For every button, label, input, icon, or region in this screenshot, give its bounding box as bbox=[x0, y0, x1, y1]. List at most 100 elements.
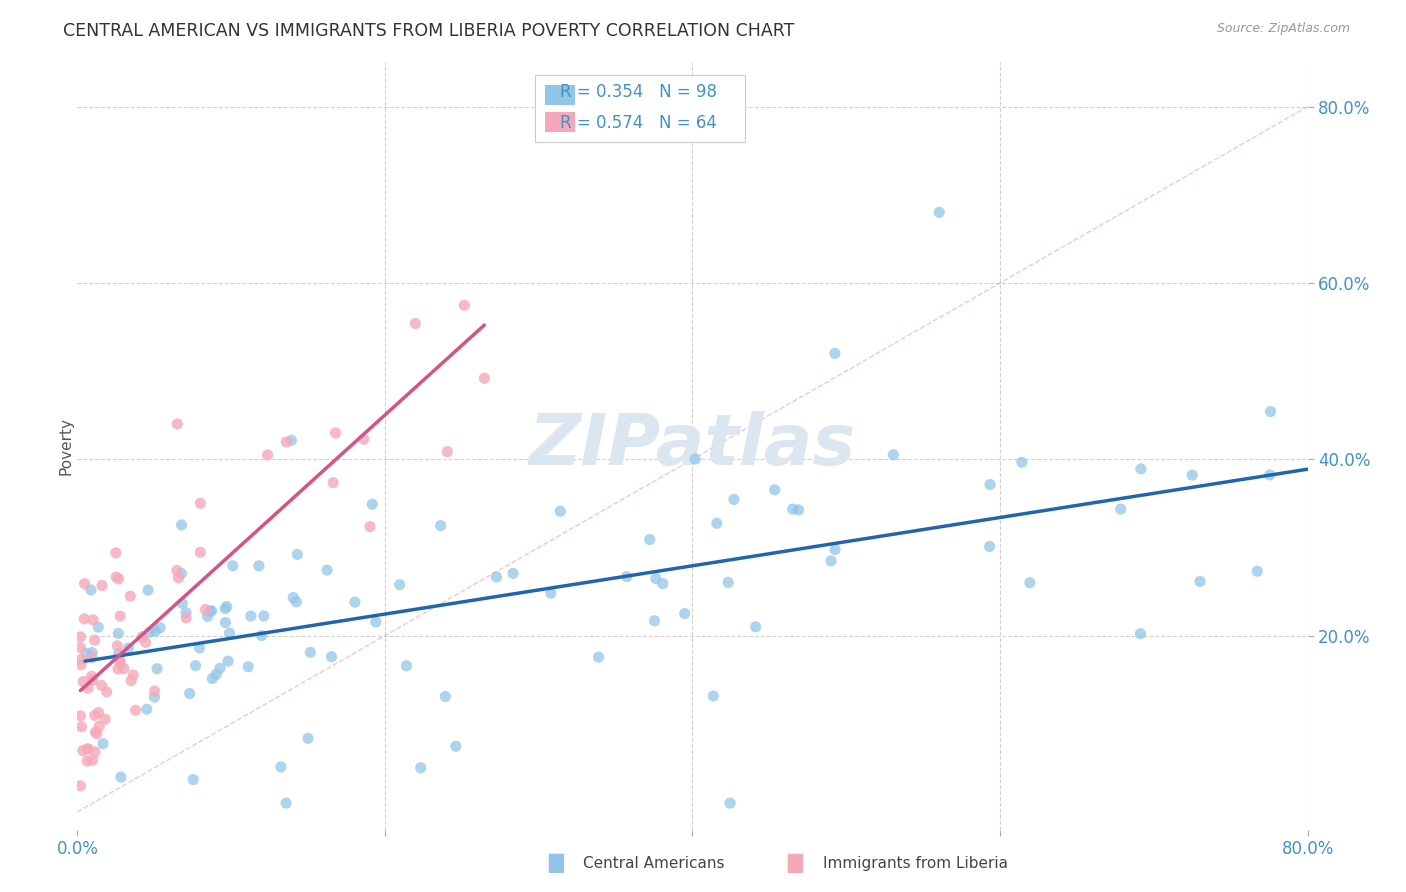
Legend:                             ,                             : , bbox=[534, 75, 745, 142]
Point bbox=[316, 563, 339, 577]
Point bbox=[96, 685, 118, 699]
Point bbox=[706, 516, 728, 531]
Point bbox=[77, 742, 100, 756]
Text: R = 0.354   N = 98: R = 0.354 N = 98 bbox=[560, 83, 717, 101]
Point bbox=[86, 726, 108, 740]
Point bbox=[215, 599, 238, 614]
Point bbox=[1018, 575, 1040, 590]
Point bbox=[172, 596, 194, 610]
Point bbox=[644, 572, 666, 586]
Point bbox=[250, 629, 273, 643]
Point bbox=[717, 575, 740, 590]
Point bbox=[824, 542, 846, 557]
Point bbox=[124, 703, 146, 717]
Point bbox=[359, 519, 381, 533]
Point bbox=[297, 731, 319, 746]
Point bbox=[107, 626, 129, 640]
Point bbox=[75, 647, 97, 661]
Y-axis label: Poverty: Poverty bbox=[58, 417, 73, 475]
Point bbox=[80, 650, 103, 665]
Point bbox=[588, 650, 610, 665]
Point bbox=[174, 611, 197, 625]
Point bbox=[404, 317, 426, 331]
Point bbox=[76, 754, 98, 768]
Point bbox=[108, 652, 131, 666]
Point bbox=[167, 571, 190, 585]
Point bbox=[763, 483, 786, 497]
Point bbox=[82, 613, 104, 627]
Point bbox=[548, 504, 571, 518]
Point bbox=[208, 661, 231, 675]
Point bbox=[1260, 404, 1282, 418]
Point bbox=[166, 564, 188, 578]
Point bbox=[343, 595, 366, 609]
Point bbox=[188, 545, 211, 559]
Point bbox=[718, 796, 741, 810]
Point bbox=[107, 572, 129, 586]
Point bbox=[643, 614, 665, 628]
Point bbox=[135, 635, 157, 649]
Point bbox=[82, 753, 104, 767]
Point bbox=[135, 702, 157, 716]
Point bbox=[673, 607, 696, 621]
Point bbox=[702, 689, 724, 703]
Point bbox=[87, 706, 110, 720]
Point bbox=[218, 626, 240, 640]
Point bbox=[214, 615, 236, 630]
Point bbox=[90, 678, 112, 692]
Point bbox=[110, 770, 132, 784]
Point bbox=[882, 448, 904, 462]
Point bbox=[188, 496, 212, 510]
Point bbox=[70, 652, 93, 666]
Point bbox=[184, 658, 207, 673]
Point bbox=[388, 577, 411, 591]
Point bbox=[1011, 455, 1033, 469]
Point bbox=[247, 558, 270, 573]
Point bbox=[80, 582, 103, 597]
Point bbox=[928, 205, 950, 219]
Point bbox=[91, 737, 114, 751]
Point bbox=[820, 554, 842, 568]
Point bbox=[181, 772, 204, 787]
Point bbox=[110, 656, 132, 670]
Point bbox=[361, 497, 384, 511]
Point bbox=[238, 660, 260, 674]
Point bbox=[91, 578, 114, 592]
Point bbox=[87, 620, 110, 634]
Point bbox=[69, 709, 91, 723]
Point bbox=[84, 745, 107, 759]
Point bbox=[188, 640, 211, 655]
Point bbox=[222, 558, 245, 573]
Point bbox=[166, 417, 188, 431]
Point bbox=[276, 796, 298, 810]
Point bbox=[107, 662, 129, 676]
Point bbox=[214, 601, 236, 615]
Point bbox=[197, 609, 219, 624]
Point bbox=[253, 609, 276, 624]
Point bbox=[170, 566, 193, 581]
Point bbox=[82, 646, 104, 660]
Point bbox=[299, 645, 322, 659]
Point bbox=[280, 434, 302, 448]
Point bbox=[485, 570, 508, 584]
Point bbox=[77, 681, 100, 695]
Point bbox=[616, 569, 638, 583]
Point bbox=[149, 621, 172, 635]
Point bbox=[84, 725, 107, 739]
Point bbox=[723, 492, 745, 507]
Point bbox=[138, 625, 160, 640]
Point bbox=[76, 742, 98, 756]
Point bbox=[83, 633, 105, 648]
Point bbox=[120, 589, 142, 603]
Point bbox=[364, 615, 387, 629]
Point bbox=[683, 452, 706, 467]
Point bbox=[321, 649, 343, 664]
Point bbox=[353, 432, 375, 446]
Point bbox=[325, 425, 347, 440]
Point bbox=[1189, 574, 1212, 589]
Text: Immigrants from Liberia: Immigrants from Liberia bbox=[823, 856, 1008, 871]
Point bbox=[434, 690, 457, 704]
Point bbox=[979, 540, 1001, 554]
Point bbox=[1258, 467, 1281, 482]
Point bbox=[782, 502, 804, 516]
